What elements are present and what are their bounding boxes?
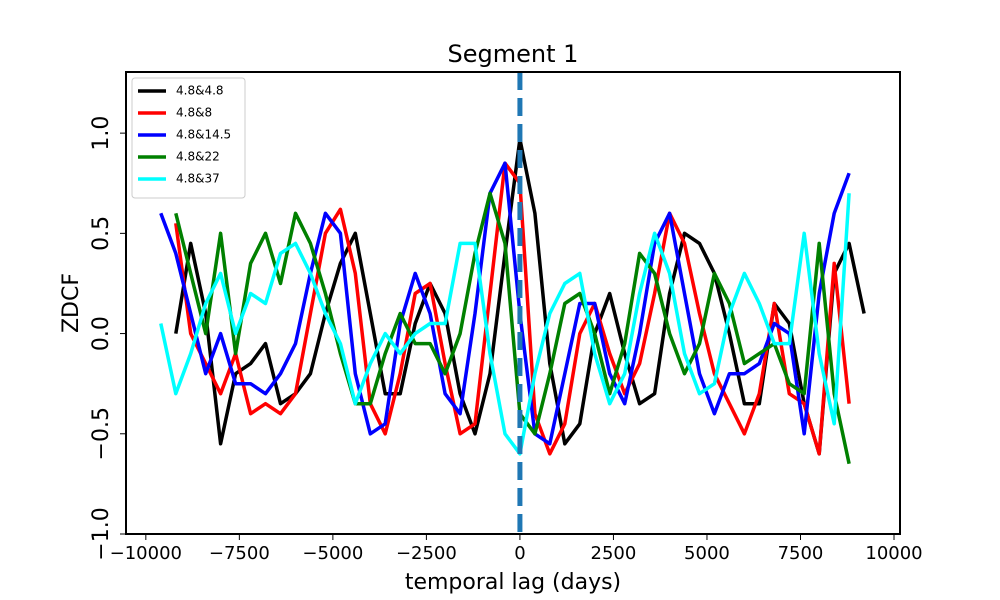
- y-axis-label: ZDCF: [59, 273, 84, 333]
- legend-label: 4.8&4.8: [176, 84, 224, 98]
- x-tick-label: 5000: [684, 543, 730, 564]
- series-line: [159, 161, 851, 446]
- plot-frame: [125, 71, 901, 535]
- series-line: [159, 193, 851, 456]
- y-tick-label: 0.5: [89, 216, 114, 251]
- legend-label: 4.8&22: [176, 150, 220, 164]
- x-tick-label: −5000: [302, 543, 363, 564]
- legend-label: 4.8&8: [176, 106, 212, 120]
- x-tick-label: −10000: [110, 543, 182, 564]
- x-axis-label: temporal lag (days): [405, 570, 621, 595]
- legend-label: 4.8&14.5: [176, 128, 231, 142]
- legend-box: [131, 77, 246, 199]
- x-tick-label: 10000: [865, 543, 922, 564]
- y-tick-label: 1.0: [89, 116, 114, 151]
- plot-area: [159, 72, 866, 534]
- legend-label: 4.8&37: [176, 172, 220, 186]
- x-tick-label: −7500: [209, 543, 270, 564]
- x-tick-label: 7500: [778, 543, 824, 564]
- x-tick-label: 0: [514, 543, 525, 564]
- x-tick-label: 2500: [591, 543, 637, 564]
- series-line: [174, 161, 851, 456]
- y-tick-label: −0.5: [89, 407, 114, 460]
- x-tick-label: −2500: [396, 543, 457, 564]
- y-tick-label: 0.0: [89, 316, 114, 351]
- chart-title: Segment 1: [448, 40, 579, 68]
- y-tick-label: −1.0: [89, 507, 114, 560]
